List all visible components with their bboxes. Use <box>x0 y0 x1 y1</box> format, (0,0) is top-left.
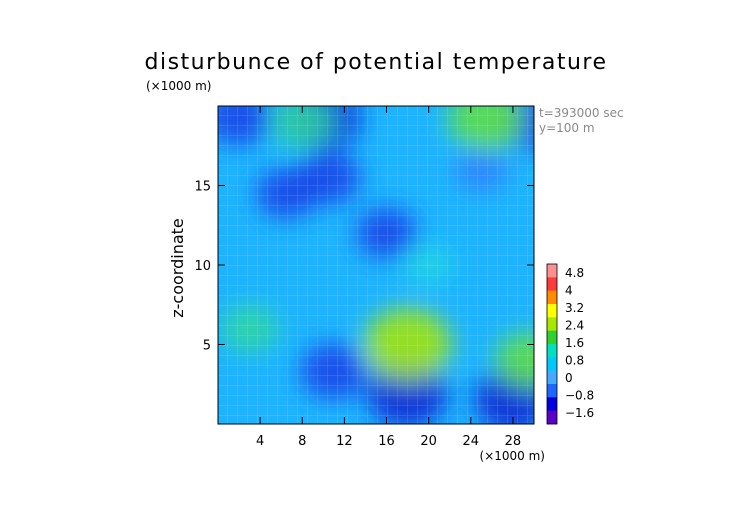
axis-ticks: 4 8 12 16 20 24 28 5 10 15 <box>194 106 534 449</box>
grid-overlay <box>218 106 534 424</box>
chart-title: disturbunce of potential temperature <box>145 50 608 75</box>
y-axis-label: z-coordinate <box>168 218 187 318</box>
y-tick-label: 5 <box>203 339 211 354</box>
colorbar-label: 4 <box>565 283 573 297</box>
y-position-annotation: y=100 m <box>539 121 595 135</box>
colorbar-label: −1.6 <box>565 406 594 420</box>
colorbar-swatch <box>547 317 557 331</box>
colorbar-label: 2.4 <box>565 318 584 332</box>
colorbar-swatch <box>547 290 557 305</box>
colorbar-swatch <box>547 304 557 318</box>
heatmap-plot-area <box>217 105 535 425</box>
colorbar-label: 0 <box>565 371 573 385</box>
y-unit-label: (×1000 m) <box>146 79 211 93</box>
colorbar-swatch <box>547 344 557 358</box>
x-tick-label: 16 <box>378 434 395 449</box>
x-tick-label: 4 <box>256 434 264 449</box>
colorbar-frame <box>546 263 558 425</box>
colorbar-swatch <box>547 370 557 385</box>
colorbar-label: 3.2 <box>565 301 584 315</box>
x-tick-label: 20 <box>420 434 437 449</box>
colorbar-label: 0.8 <box>565 353 584 367</box>
colorbar-swatch <box>547 277 557 291</box>
colorbar: 4.8 4 3.2 2.4 1.6 0.8 0 −0.8 −1.6 <box>546 263 594 425</box>
x-unit-label: (×1000 m) <box>480 449 545 463</box>
colorbar-label: −0.8 <box>565 388 594 402</box>
colorbar-label: 4.8 <box>565 266 584 280</box>
colorbar-swatch <box>547 357 557 371</box>
time-annotation: t=393000 sec <box>539 106 624 120</box>
colorbar-swatch <box>547 384 557 398</box>
colorbar-swatch <box>547 410 557 425</box>
x-tick-label: 28 <box>505 434 522 449</box>
colorbar-swatch <box>547 264 557 278</box>
y-tick-label: 10 <box>194 259 211 274</box>
colorbar-swatch <box>547 397 557 411</box>
colorbar-swatch <box>547 330 557 345</box>
y-tick-label: 15 <box>194 180 211 195</box>
x-tick-label: 24 <box>463 434 480 449</box>
x-tick-label: 12 <box>336 434 353 449</box>
x-tick-label: 8 <box>298 434 306 449</box>
colorbar-label: 1.6 <box>565 336 584 350</box>
